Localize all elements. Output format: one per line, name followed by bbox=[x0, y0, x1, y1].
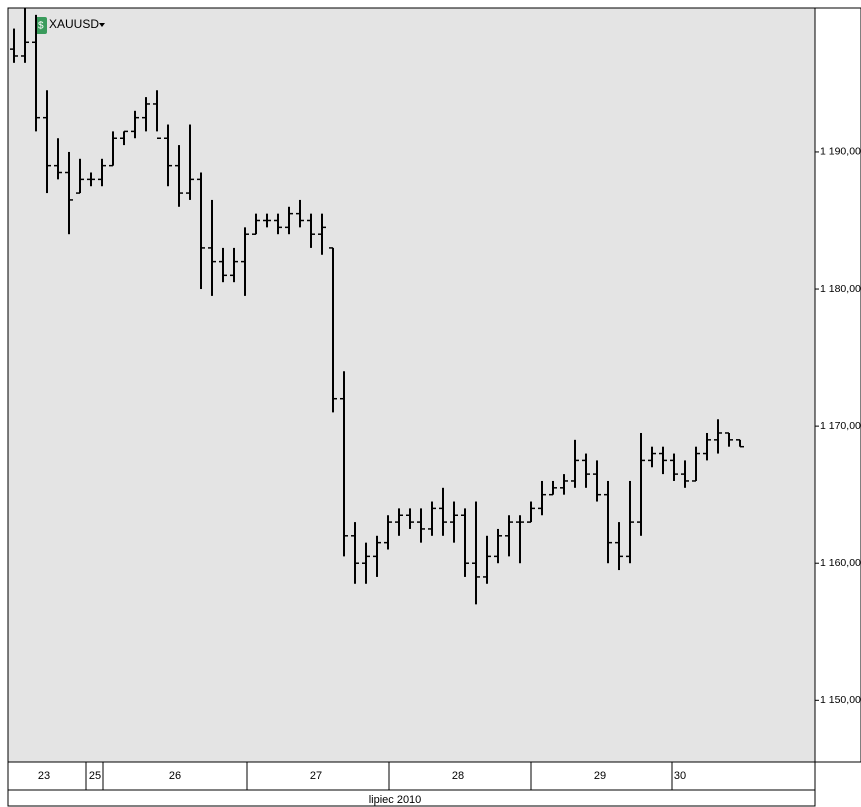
bars bbox=[10, 8, 744, 605]
period-label: lipiec 2010 bbox=[369, 794, 422, 806]
x-tick-label: 30 bbox=[674, 770, 686, 782]
x-tick-label: 27 bbox=[310, 770, 322, 782]
dropdown-arrow[interactable] bbox=[99, 23, 105, 27]
y-tick-label: 1 150,00 bbox=[820, 694, 861, 706]
x-tick-label: 25 bbox=[89, 770, 101, 782]
y-tick-label: 1 180,00 bbox=[820, 283, 861, 295]
x-tick-label: 26 bbox=[169, 770, 181, 782]
x-tick-label: 28 bbox=[452, 770, 464, 782]
price-axis: 1 150,00 1 160,00 1 170,00 1 180,00 1 190,00 bbox=[815, 146, 861, 706]
symbol-icon-glyph: $ bbox=[38, 21, 44, 32]
symbol-badge[interactable]: $ XAUUSD bbox=[35, 17, 105, 34]
plot-area bbox=[7, 7, 816, 763]
symbol-icon[interactable] bbox=[35, 17, 47, 34]
symbol-label[interactable]: XAUUSD bbox=[49, 17, 99, 31]
y-tick-label: 1 170,00 bbox=[820, 420, 861, 432]
time-axis-panel bbox=[7, 761, 816, 807]
x-tick-label: 23 bbox=[38, 770, 50, 782]
y-tick-label: 1 160,00 bbox=[820, 557, 861, 569]
y-tick-label: 1 190,00 bbox=[820, 146, 861, 158]
price-axis-panel bbox=[814, 7, 861, 763]
x-tick-label: 29 bbox=[594, 770, 606, 782]
